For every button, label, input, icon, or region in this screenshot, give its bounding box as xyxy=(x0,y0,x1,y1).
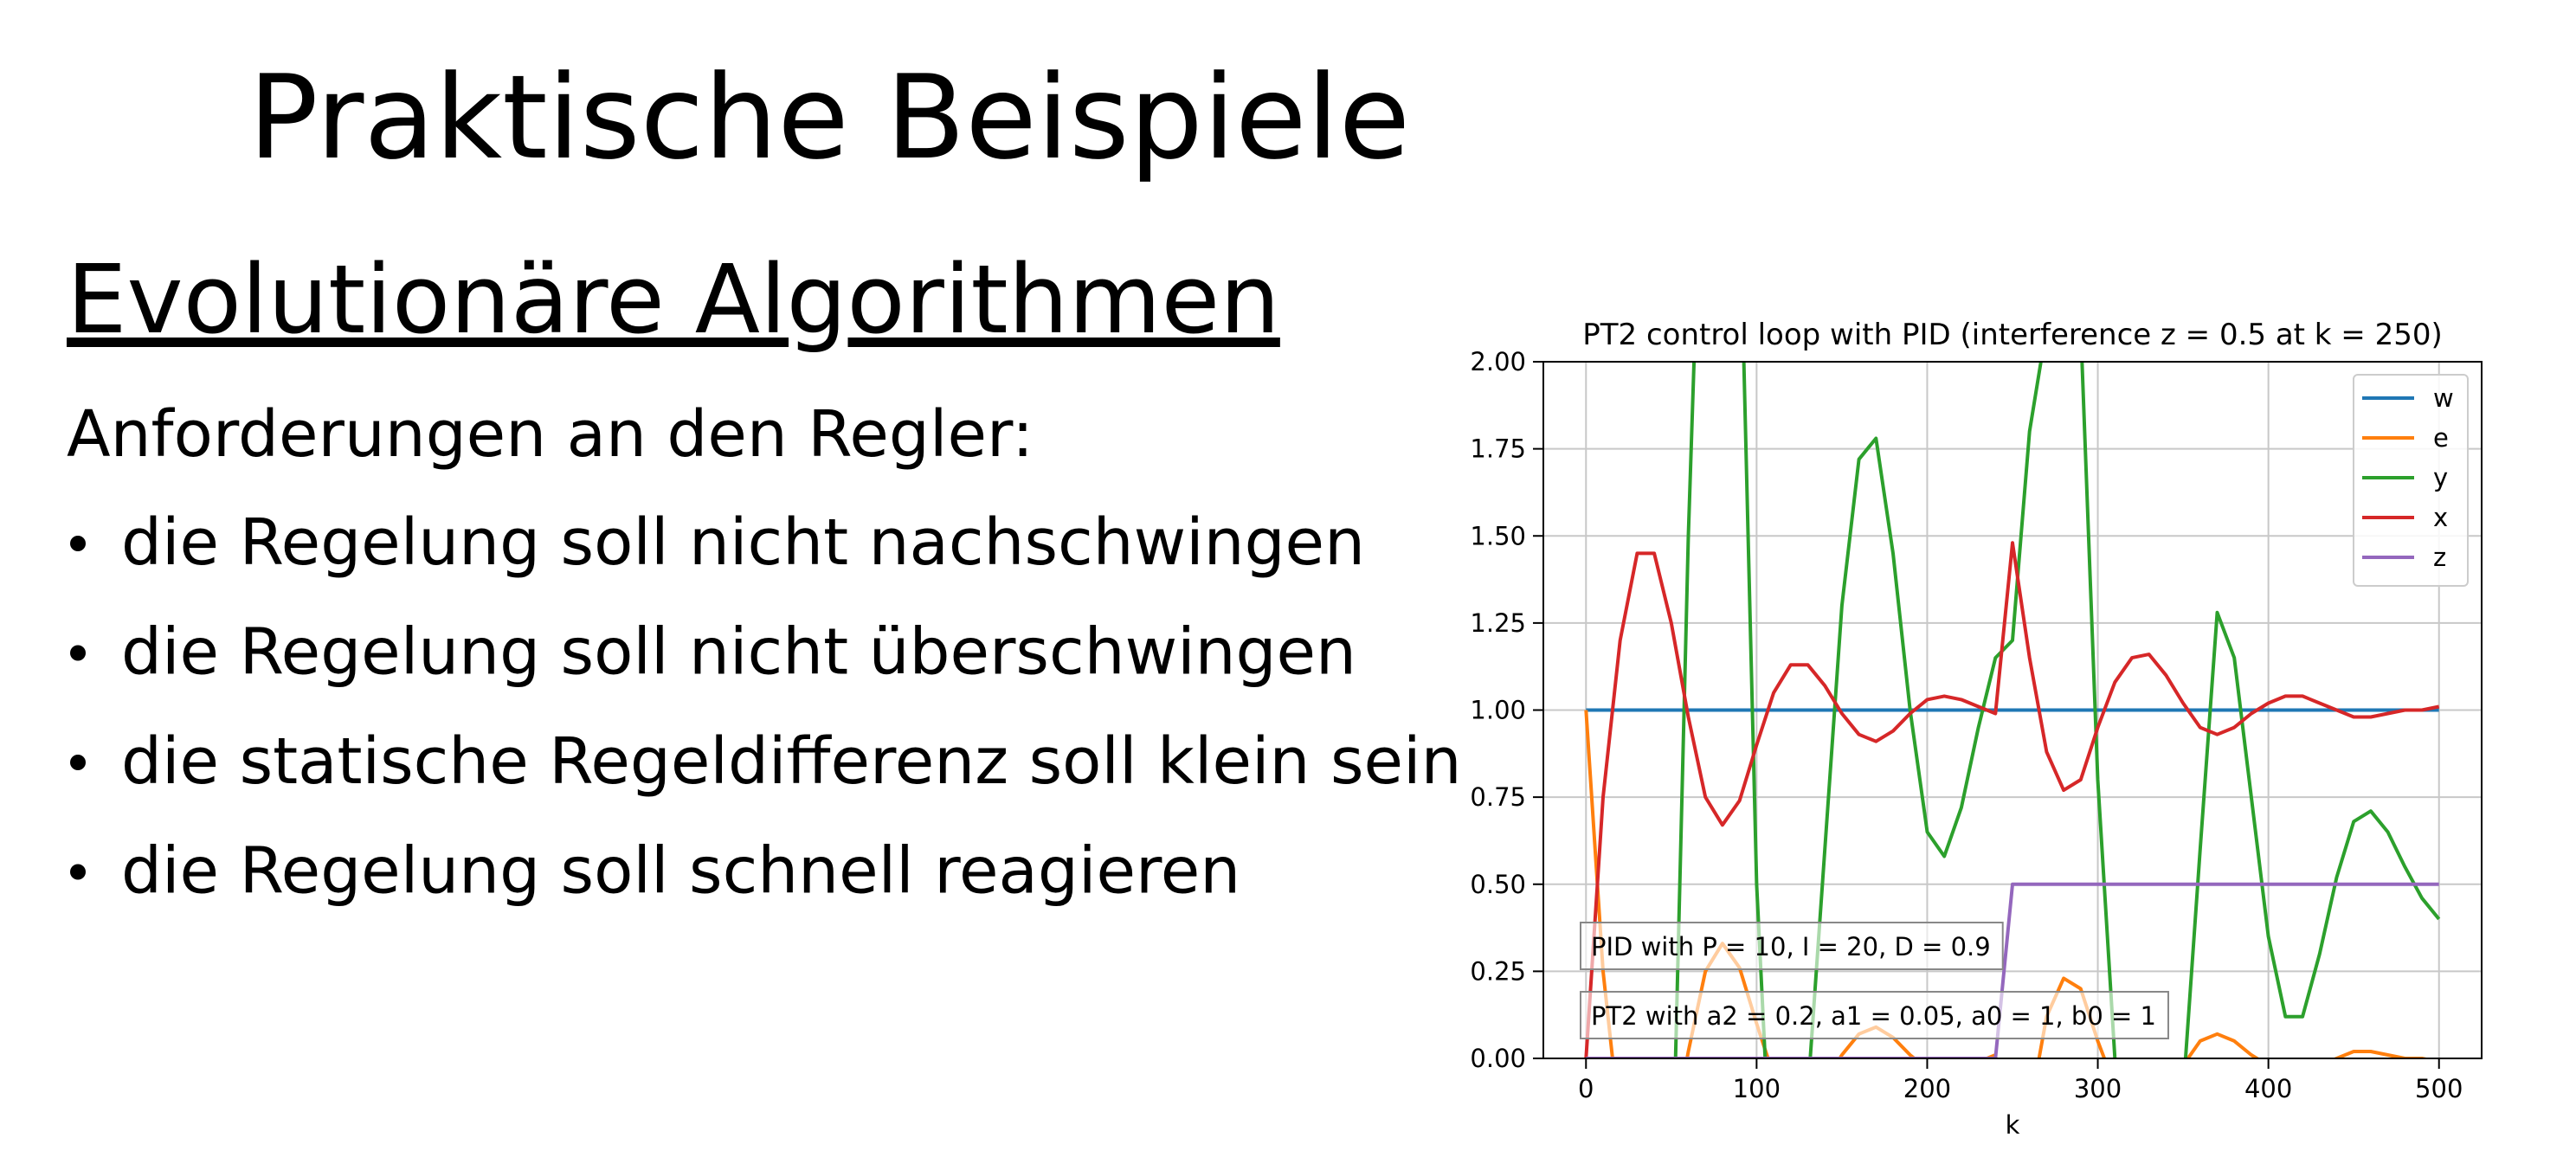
bullet-text: die Regelung soll nicht überschwingen xyxy=(121,615,1356,690)
bullet-text: die Regelung soll schnell reagieren xyxy=(121,834,1240,909)
legend-label: e xyxy=(2433,423,2449,453)
slide-subtitle: Evolutionäre Algorithmen xyxy=(67,244,1280,355)
bullet-dot xyxy=(70,536,86,551)
y-tick-label: 1.50 xyxy=(1470,521,1526,550)
series-line xyxy=(1584,541,2440,1058)
y-tick-label: 1.00 xyxy=(1470,696,1526,725)
y-tick-label: 1.25 xyxy=(1470,608,1526,638)
annotation-text: PT2 with a2 = 0.2, a1 = 0.05, a0 = 1, b0… xyxy=(1591,1001,2156,1031)
x-tick-label: 200 xyxy=(1903,1074,1951,1103)
bullet-dot xyxy=(70,755,86,770)
chart: 0.00 0.25 0.50 0.75 1.00 1.25 1.50 1.75 2.00 0 100… xyxy=(1470,318,2483,1140)
x-tick-label: 0 xyxy=(1578,1074,1594,1103)
bullet-list: die Regelung soll nicht nachschwingen die… xyxy=(70,505,1462,909)
x-tick-label: 500 xyxy=(2415,1074,2463,1103)
y-tick-label: 0.75 xyxy=(1470,782,1526,812)
bullet-text: die statische Regeldifferenz soll klein … xyxy=(121,724,1462,799)
series-line xyxy=(1586,362,2441,1058)
x-tick-label: 300 xyxy=(2074,1074,2122,1103)
legend-box xyxy=(2353,374,2469,587)
annotation-text: PID with P = 10, I = 20, D = 0.9 xyxy=(1591,932,1991,961)
chart-title: PT2 control loop with PID (interference … xyxy=(1582,318,2443,352)
plot-lines xyxy=(1584,362,2441,1058)
x-axis-label: k xyxy=(2006,1110,2020,1140)
intro-text: Anforderungen an den Regler: xyxy=(67,397,1034,472)
y-tick-label: 1.75 xyxy=(1470,434,1526,464)
legend-label: y xyxy=(2433,463,2448,492)
legend-label: z xyxy=(2433,543,2446,572)
x-tick-label: 400 xyxy=(2244,1074,2292,1103)
y-tick-label: 2.00 xyxy=(1470,347,1526,376)
annotation-box xyxy=(1580,991,2169,1039)
plot-frame xyxy=(1542,361,2483,1059)
annotation: PID with P = 10, I = 20, D = 0.9 xyxy=(1580,922,2004,970)
y-tick-label: 0.50 xyxy=(1470,870,1526,899)
annotation-box xyxy=(1580,922,2004,970)
y-tick-label: 0.25 xyxy=(1470,956,1526,986)
legend-label: x xyxy=(2433,503,2448,532)
series-line xyxy=(1586,882,2439,1058)
bullet-text: die Regelung soll nicht nachschwingen xyxy=(121,505,1365,580)
annotation: PT2 with a2 = 0.2, a1 = 0.05, a0 = 1, b0… xyxy=(1580,991,2169,1039)
x-tick-label: 100 xyxy=(1733,1074,1781,1103)
slide-title: Praktische Beispiele xyxy=(248,50,1410,185)
bullet-dot xyxy=(70,645,86,661)
bullet-dot xyxy=(70,864,86,880)
legend-label: w xyxy=(2433,383,2454,413)
y-tick-label: 0.00 xyxy=(1470,1044,1526,1073)
